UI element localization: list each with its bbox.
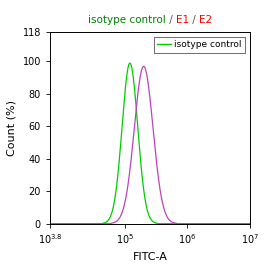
Text: isotype control: isotype control — [88, 15, 166, 25]
Text: E2: E2 — [199, 15, 212, 25]
X-axis label: FITC-A: FITC-A — [132, 252, 167, 262]
Text: /: / — [189, 15, 199, 25]
Text: E1: E1 — [176, 15, 189, 25]
Text: /: / — [166, 15, 176, 25]
Legend: isotype control: isotype control — [153, 37, 246, 53]
Y-axis label: Count (%): Count (%) — [7, 100, 17, 156]
